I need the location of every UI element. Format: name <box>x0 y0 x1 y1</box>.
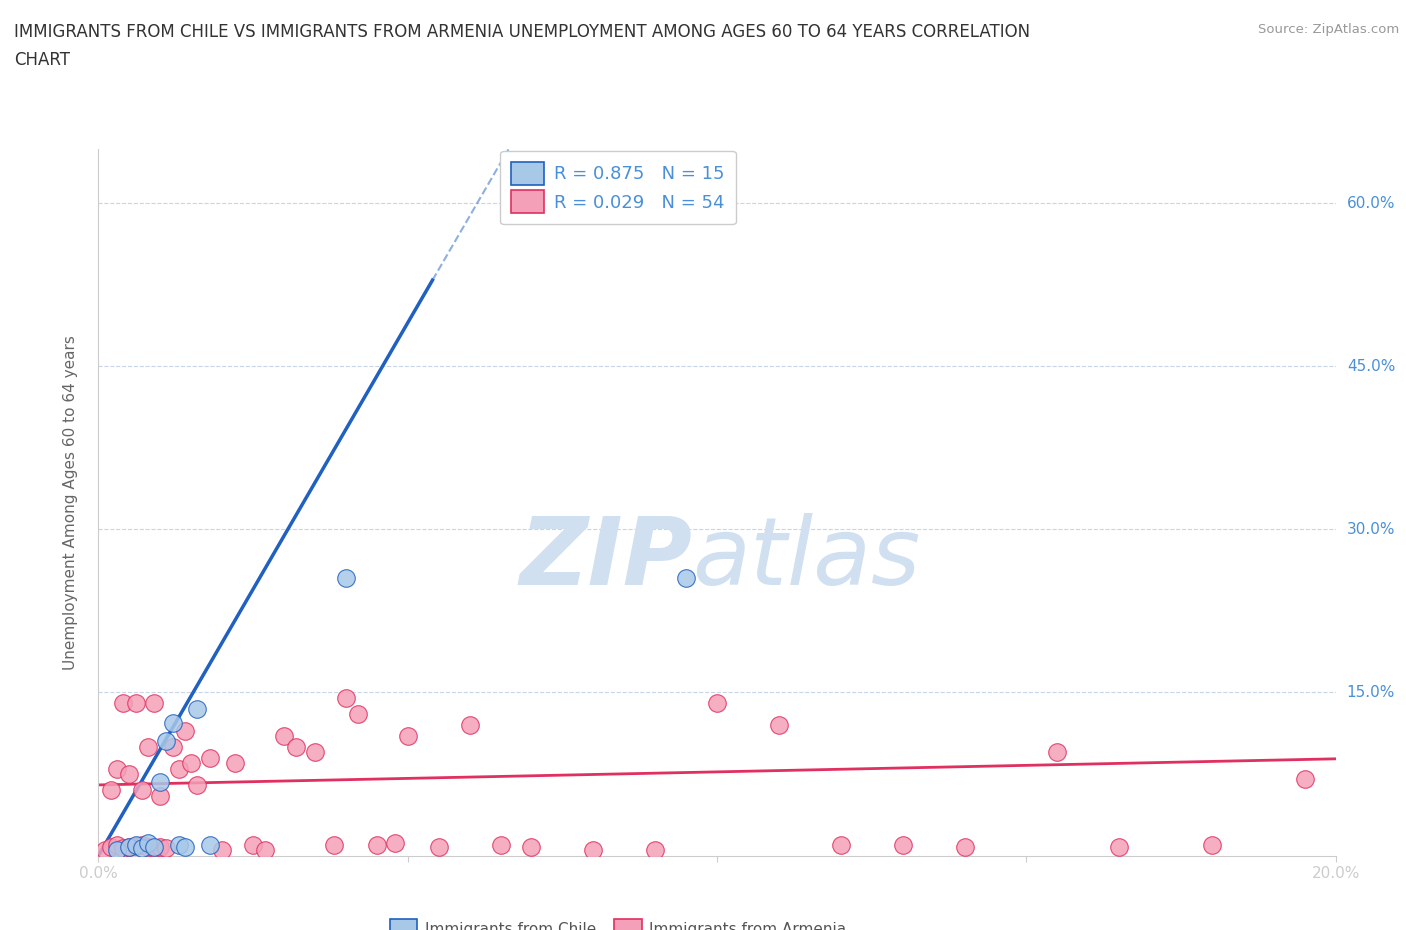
Point <box>155 841 177 856</box>
Point <box>186 777 208 792</box>
Point <box>1046 745 1069 760</box>
Point <box>93 843 115 857</box>
Point <box>149 774 172 789</box>
Point <box>427 840 450 855</box>
Point <box>155 734 177 749</box>
Point <box>143 841 166 856</box>
Point <box>285 739 308 754</box>
Point <box>335 690 357 705</box>
Point <box>180 756 202 771</box>
Text: CHART: CHART <box>14 51 70 69</box>
Point <box>136 835 159 850</box>
Point <box>112 841 135 856</box>
Point <box>149 840 172 855</box>
Text: 15.0%: 15.0% <box>1347 685 1395 700</box>
Point <box>112 696 135 711</box>
Point <box>768 718 790 733</box>
Text: IMMIGRANTS FROM CHILE VS IMMIGRANTS FROM ARMENIA UNEMPLOYMENT AMONG AGES 60 TO 6: IMMIGRANTS FROM CHILE VS IMMIGRANTS FROM… <box>14 23 1031 41</box>
Point <box>136 739 159 754</box>
Point <box>167 761 190 776</box>
Point <box>211 843 233 857</box>
Point <box>118 840 141 855</box>
Legend: Immigrants from Chile, Immigrants from Armenia: Immigrants from Chile, Immigrants from A… <box>384 912 852 930</box>
Point <box>100 783 122 798</box>
Point <box>118 840 141 855</box>
Point <box>242 837 264 852</box>
Point <box>582 843 605 857</box>
Point <box>124 696 146 711</box>
Text: atlas: atlas <box>692 513 921 604</box>
Point <box>162 715 184 730</box>
Point <box>224 756 246 771</box>
Point <box>100 840 122 855</box>
Text: 60.0%: 60.0% <box>1347 195 1395 211</box>
Point <box>347 707 370 722</box>
Point <box>335 571 357 586</box>
Point <box>174 724 197 738</box>
Point <box>830 837 852 852</box>
Point <box>1294 772 1316 787</box>
Point <box>143 840 166 855</box>
Point <box>520 840 543 855</box>
Point <box>124 837 146 852</box>
Point <box>198 837 221 852</box>
Point <box>174 840 197 855</box>
Text: ZIP: ZIP <box>519 512 692 604</box>
Point <box>131 783 153 798</box>
Point <box>366 837 388 852</box>
Point <box>162 739 184 754</box>
Point <box>186 701 208 716</box>
Point <box>384 835 406 850</box>
Point <box>118 766 141 781</box>
Point <box>953 840 976 855</box>
Point <box>644 843 666 857</box>
Y-axis label: Unemployment Among Ages 60 to 64 years: Unemployment Among Ages 60 to 64 years <box>63 335 77 670</box>
Point <box>706 696 728 711</box>
Point <box>489 837 512 852</box>
Point <box>105 761 128 776</box>
Point <box>891 837 914 852</box>
Point <box>131 837 153 852</box>
Point <box>396 728 419 743</box>
Point <box>198 751 221 765</box>
Point <box>136 840 159 855</box>
Point <box>458 718 481 733</box>
Point <box>124 838 146 853</box>
Point <box>254 843 277 857</box>
Point <box>1201 837 1223 852</box>
Point <box>143 696 166 711</box>
Point <box>167 837 190 852</box>
Text: 30.0%: 30.0% <box>1347 522 1395 537</box>
Point <box>105 837 128 852</box>
Point <box>304 745 326 760</box>
Text: Source: ZipAtlas.com: Source: ZipAtlas.com <box>1258 23 1399 36</box>
Point <box>131 841 153 856</box>
Point <box>1108 840 1130 855</box>
Point <box>273 728 295 743</box>
Point <box>105 843 128 857</box>
Point <box>322 837 344 852</box>
Text: 45.0%: 45.0% <box>1347 359 1395 374</box>
Point <box>149 789 172 804</box>
Point <box>675 571 697 586</box>
